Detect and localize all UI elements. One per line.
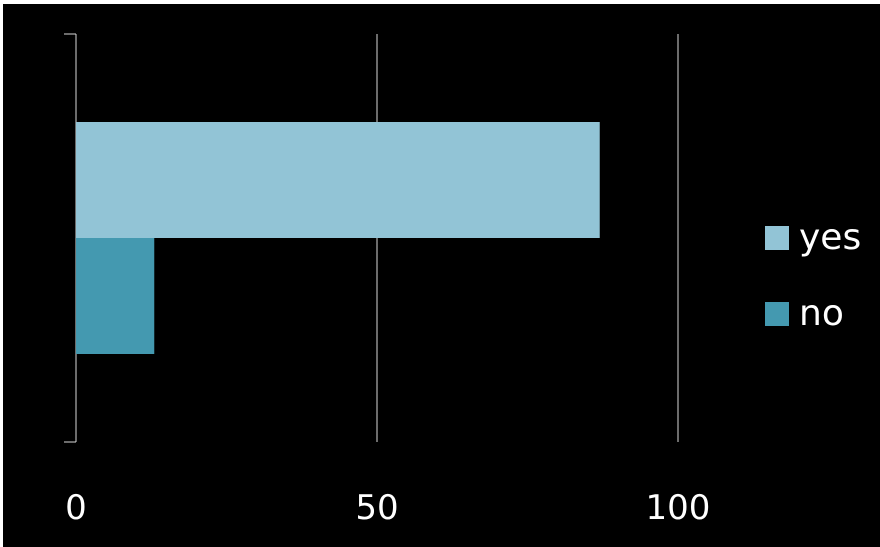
chart-frame: 0 50 100 yes no (3, 4, 880, 547)
legend-label-yes: yes (799, 217, 861, 258)
bar-yes (76, 122, 600, 238)
x-tick-label: 50 (355, 488, 398, 528)
legend-label-no: no (799, 293, 844, 334)
bar-no (76, 238, 155, 354)
x-tick-label: 100 (646, 488, 711, 528)
legend-swatch-no (765, 302, 789, 326)
x-tick-label: 0 (65, 488, 87, 528)
bar-chart: 0 50 100 yes no (64, 33, 861, 528)
legend-swatch-yes (765, 226, 789, 250)
